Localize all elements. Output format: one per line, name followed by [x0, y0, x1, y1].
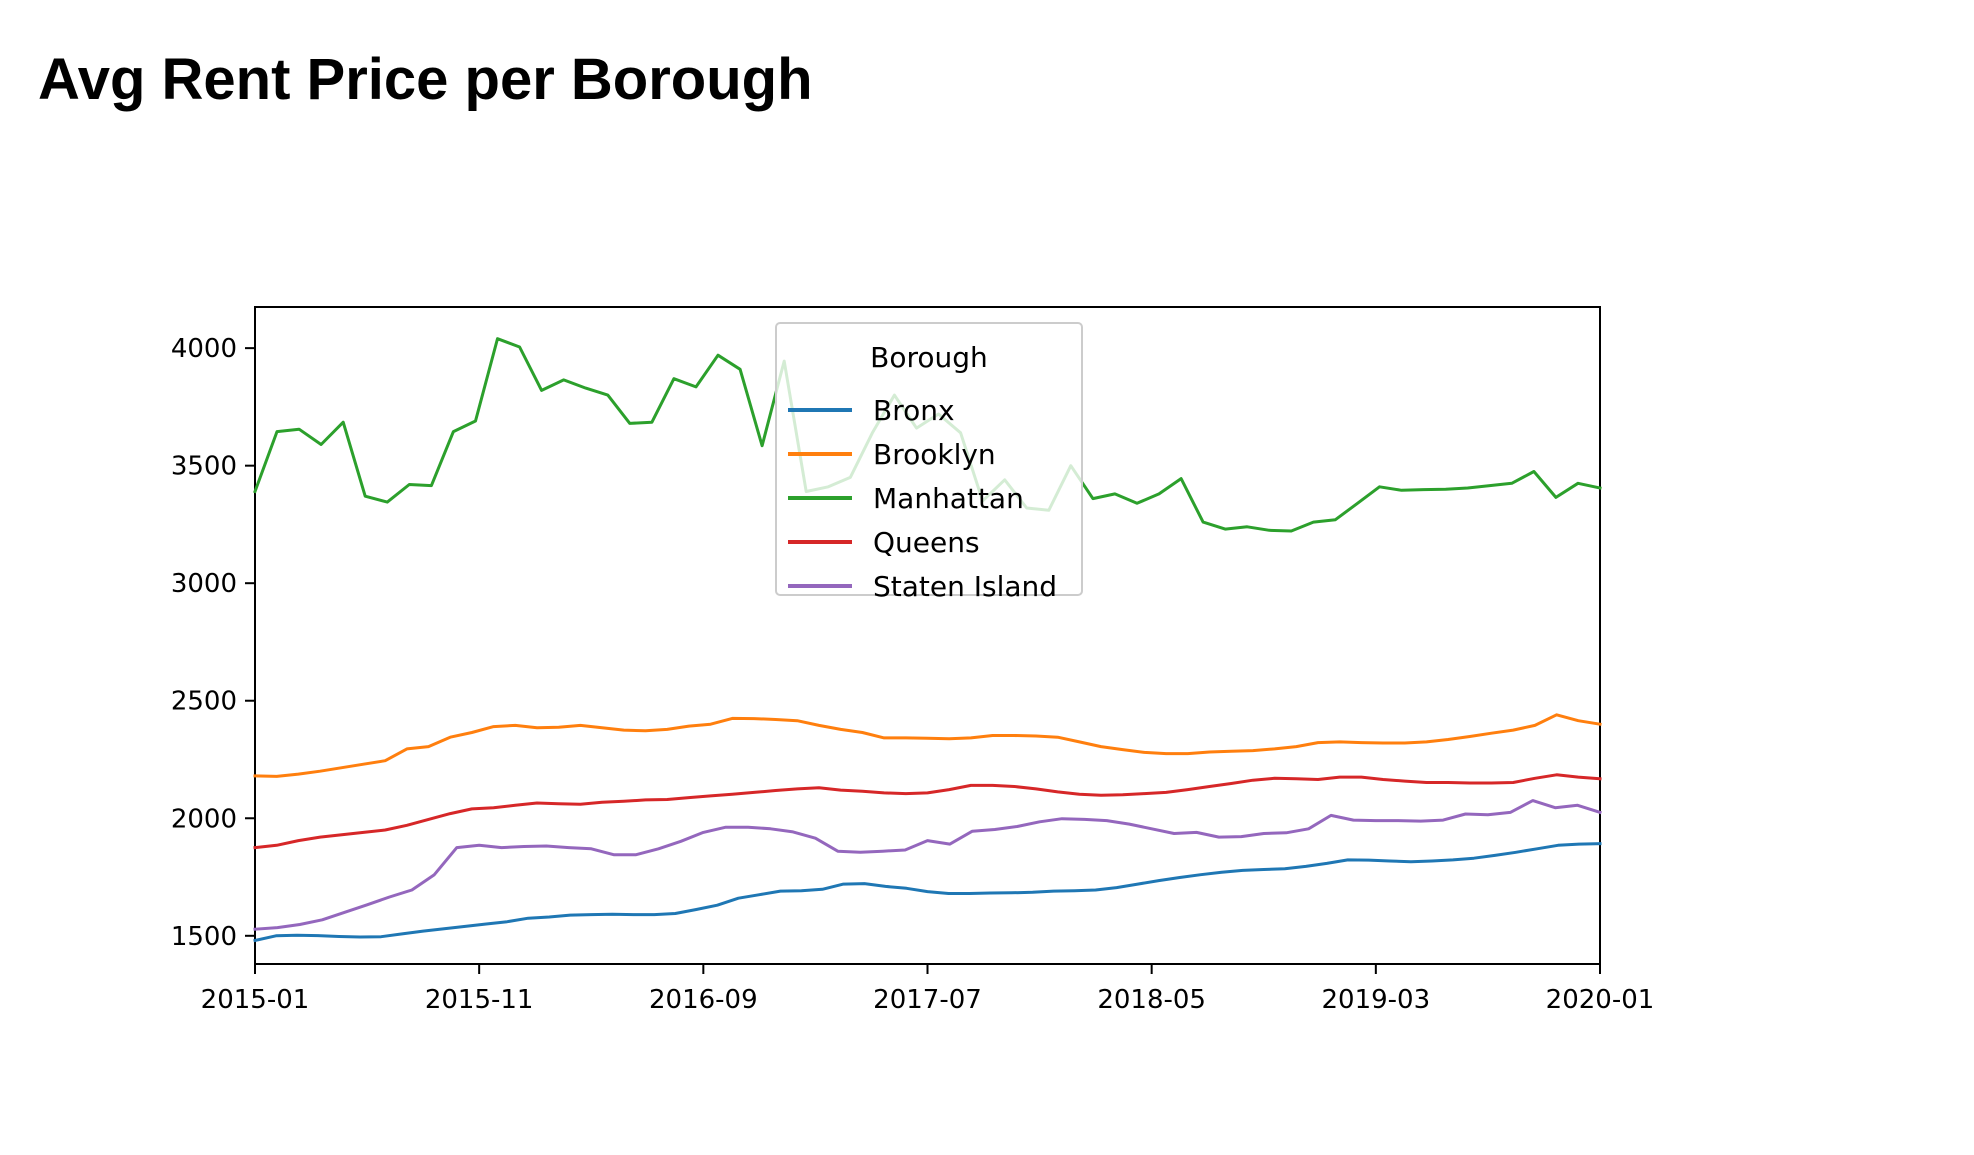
page-title: Avg Rent Price per Borough: [38, 47, 813, 112]
series-line-queens: [253, 773, 1602, 850]
legend-label: Manhattan: [873, 482, 1024, 515]
x-tick-label: 2016-09: [649, 985, 758, 1015]
y-tick-label: 3000: [171, 569, 237, 599]
series-line-staten-island: [253, 799, 1602, 931]
series-lines: [253, 337, 1602, 943]
x-tick-label: 2020-01: [1546, 985, 1655, 1015]
legend-label: Staten Island: [873, 570, 1057, 603]
y-tick-label: 2500: [171, 687, 237, 717]
x-tick-label: 2018-05: [1097, 985, 1206, 1015]
series-line-bronx: [253, 842, 1602, 943]
y-tick-label: 2000: [171, 804, 237, 834]
legend-label: Brooklyn: [873, 438, 996, 471]
legend-title: Borough: [870, 341, 988, 374]
x-tick-label: 2015-11: [425, 985, 534, 1015]
x-tick-label: 2019-03: [1322, 985, 1431, 1015]
x-tick-label: 2017-07: [873, 985, 982, 1015]
legend: Borough Bronx Brooklyn Manhattan Queens State…: [775, 322, 1083, 603]
legend-label: Bronx: [873, 394, 955, 427]
axes: 1500 2000 2500 3000 3500 4000 2015-01 2015-11 20…: [171, 306, 1655, 1015]
y-tick-label: 3500: [171, 452, 237, 482]
legend-label: Queens: [873, 526, 980, 559]
x-tick-label: 2015-01: [201, 985, 310, 1015]
legend-box: [775, 322, 1083, 596]
y-tick-label: 1500: [171, 922, 237, 952]
y-tick-label: 4000: [171, 334, 237, 364]
series-line-brooklyn: [253, 713, 1602, 778]
